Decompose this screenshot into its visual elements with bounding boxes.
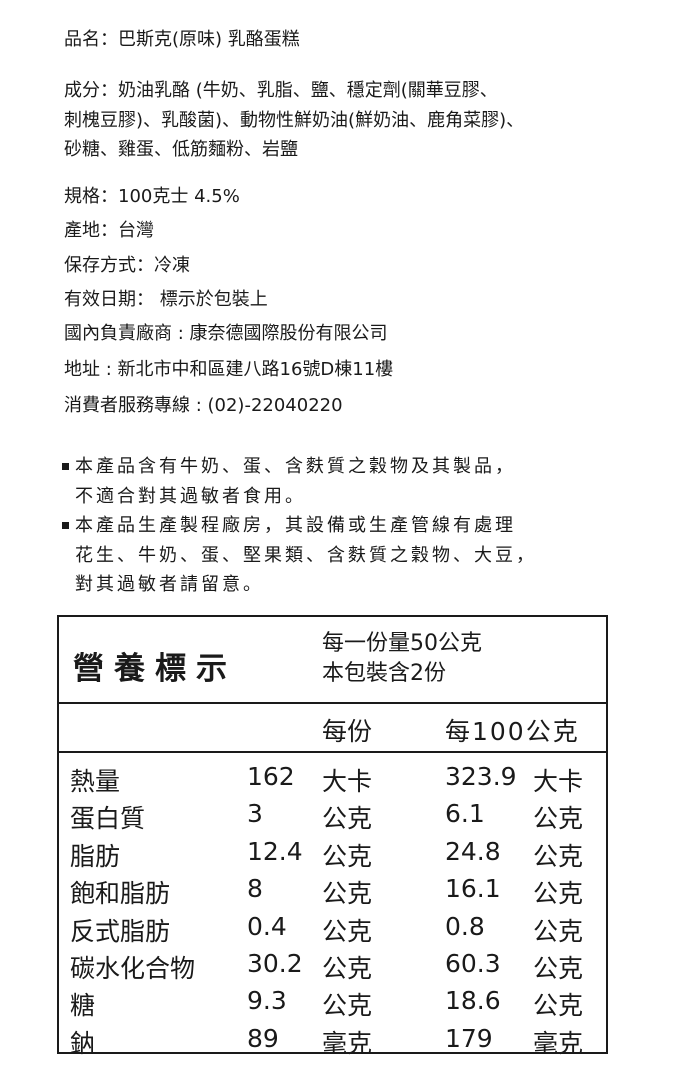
- nutrition-v1: 89: [247, 1023, 279, 1053]
- nutrition-table: 營養標示 每一份量50公克 本包裝含2份 每份 每100公克 熱量 162 大卡 32…: [57, 615, 608, 1058]
- nutrition-name: 飽和脂肪: [70, 879, 171, 909]
- nutrition-name: 碳水化合物: [70, 954, 196, 983]
- nutrition-row: 熱量 162 大卡 323.9 大卡: [59, 762, 606, 799]
- nutrition-u1: 公克: [322, 954, 373, 983]
- nutrition-v2: 179: [445, 1023, 493, 1053]
- bullet-icon: [62, 522, 69, 529]
- expiry: 有效日期： 標示於包裝上: [64, 289, 268, 310]
- column-headers: 每份 每100公克: [59, 704, 606, 753]
- nutrition-name: 蛋白質: [70, 804, 146, 834]
- ingredients-line: 刺槐豆膠)、乳酸菌)、動物性鮮奶油(鮮奶油、鹿角菜膠)、: [64, 109, 525, 131]
- nutrition-u1: 公克: [322, 991, 373, 1021]
- nutrition-v2: 60.3: [445, 949, 501, 978]
- nutrition-u1: 毫克: [322, 1028, 373, 1058]
- nutrition-name: 脂肪: [70, 841, 121, 871]
- nutrition-title: 營養標示: [73, 651, 237, 687]
- manufacturer: 國內負責廠商 : 康奈德國際股份有限公司: [64, 323, 388, 344]
- address: 地址 : 新北市中和區建八路16號D棟11樓: [64, 359, 394, 380]
- nutrition-u2: 公克: [533, 804, 584, 834]
- nutrition-v2: 0.8: [445, 911, 485, 941]
- nutrition-u1: 大卡: [322, 767, 373, 796]
- nutrition-v1: 30.2: [247, 949, 303, 978]
- nutrition-u2: 公克: [533, 841, 584, 871]
- nutrition-u2: 公克: [533, 991, 584, 1021]
- col-per-100g: 每100公克: [445, 717, 580, 746]
- nutrition-u1: 公克: [322, 916, 373, 946]
- nutrition-v2: 323.9: [445, 762, 517, 791]
- nutrition-u1: 公克: [322, 879, 373, 909]
- nutrition-u2: 公克: [533, 954, 584, 983]
- nutrition-row: 鈉 89 毫克 179 毫克: [59, 1024, 606, 1061]
- nutrition-u2: 公克: [533, 879, 584, 909]
- ingredients-line: 成分：奶油乳酪 (牛奶、乳脂、鹽、穩定劑(關華豆膠、: [64, 80, 498, 101]
- nutrition-u1: 公克: [322, 804, 373, 834]
- nutrition-v1: 162: [247, 762, 295, 791]
- nutrition-header: 營養標示 每一份量50公克 本包裝含2份: [59, 617, 606, 704]
- nutrition-row: 蛋白質 3 公克 6.1 公克: [59, 799, 606, 836]
- nutrition-name: 糖: [70, 991, 96, 1021]
- nutrition-row: 碳水化合物 30.2 公克 60.3 公克: [59, 949, 606, 986]
- allergen-line: 本產品生產製程廠房，其設備或生產管線有處理: [75, 515, 516, 536]
- nutrition-u1: 公克: [322, 841, 373, 871]
- serving-info: 每一份量50公克 本包裝含2份: [322, 629, 482, 689]
- nutrition-u2: 大卡: [533, 767, 584, 796]
- bullet-icon: [62, 463, 69, 470]
- ingredients: 成分：奶油乳酪 (牛奶、乳脂、鹽、穩定劑(關華豆膠、 刺槐豆膠)、乳酸菌)、動物…: [64, 76, 624, 165]
- allergen-line: 本產品含有牛奶、蛋、含麩質之穀物及其製品，: [75, 456, 516, 477]
- nutrition-row: 脂肪 12.4 公克 24.8 公克: [59, 837, 606, 874]
- nutrition-u2: 毫克: [533, 1028, 584, 1058]
- spec: 規格：100克士 4.5%: [64, 186, 240, 207]
- servings-per-pack: 本包裝含2份: [322, 661, 446, 686]
- col-per-serving: 每份: [322, 717, 373, 746]
- allergen-line: 花生、牛奶、蛋、堅果類、含麩質之穀物、大豆，: [75, 544, 537, 566]
- nutrition-v2: 18.6: [445, 986, 501, 1016]
- allergen-line: 不適合對其過敏者食用。: [75, 485, 306, 507]
- nutrition-v2: 16.1: [445, 874, 501, 904]
- origin: 產地：台灣: [64, 220, 154, 241]
- nutrition-name: 鈉: [70, 1028, 96, 1058]
- storage: 保存方式：冷凍: [64, 255, 190, 276]
- nutrition-v2: 6.1: [445, 799, 485, 829]
- allergen-line: 對其過敏者請留意。: [75, 574, 264, 595]
- nutrition-name: 熱量: [70, 767, 121, 796]
- allergen-notice: 本產品含有牛奶、蛋、含麩質之穀物及其製品， 不適合對其過敏者食用。 本產品生產製…: [62, 452, 537, 600]
- product-name: 品名：巴斯克(原味) 乳酪蛋糕: [64, 29, 300, 50]
- nutrition-v1: 8: [247, 874, 263, 904]
- ingredients-line: 砂糖、雞蛋、低筋麵粉、岩鹽: [64, 139, 298, 160]
- nutrition-v1: 0.4: [247, 911, 287, 941]
- nutrition-v1: 9.3: [247, 986, 287, 1016]
- nutrition-row: 反式脂肪 0.4 公克 0.8 公克: [59, 912, 606, 949]
- nutrition-v2: 24.8: [445, 836, 501, 866]
- nutrition-row: 飽和脂肪 8 公克 16.1 公克: [59, 874, 606, 911]
- nutrition-row: 糖 9.3 公克 18.6 公克: [59, 986, 606, 1023]
- nutrition-v1: 12.4: [247, 836, 303, 866]
- nutrition-u2: 公克: [533, 916, 584, 946]
- service-line: 消費者服務專線 : (02)-22040220: [64, 395, 343, 416]
- nutrition-v1: 3: [247, 799, 263, 829]
- serving-size: 每一份量50公克: [322, 631, 482, 656]
- nutrition-name: 反式脂肪: [70, 916, 171, 946]
